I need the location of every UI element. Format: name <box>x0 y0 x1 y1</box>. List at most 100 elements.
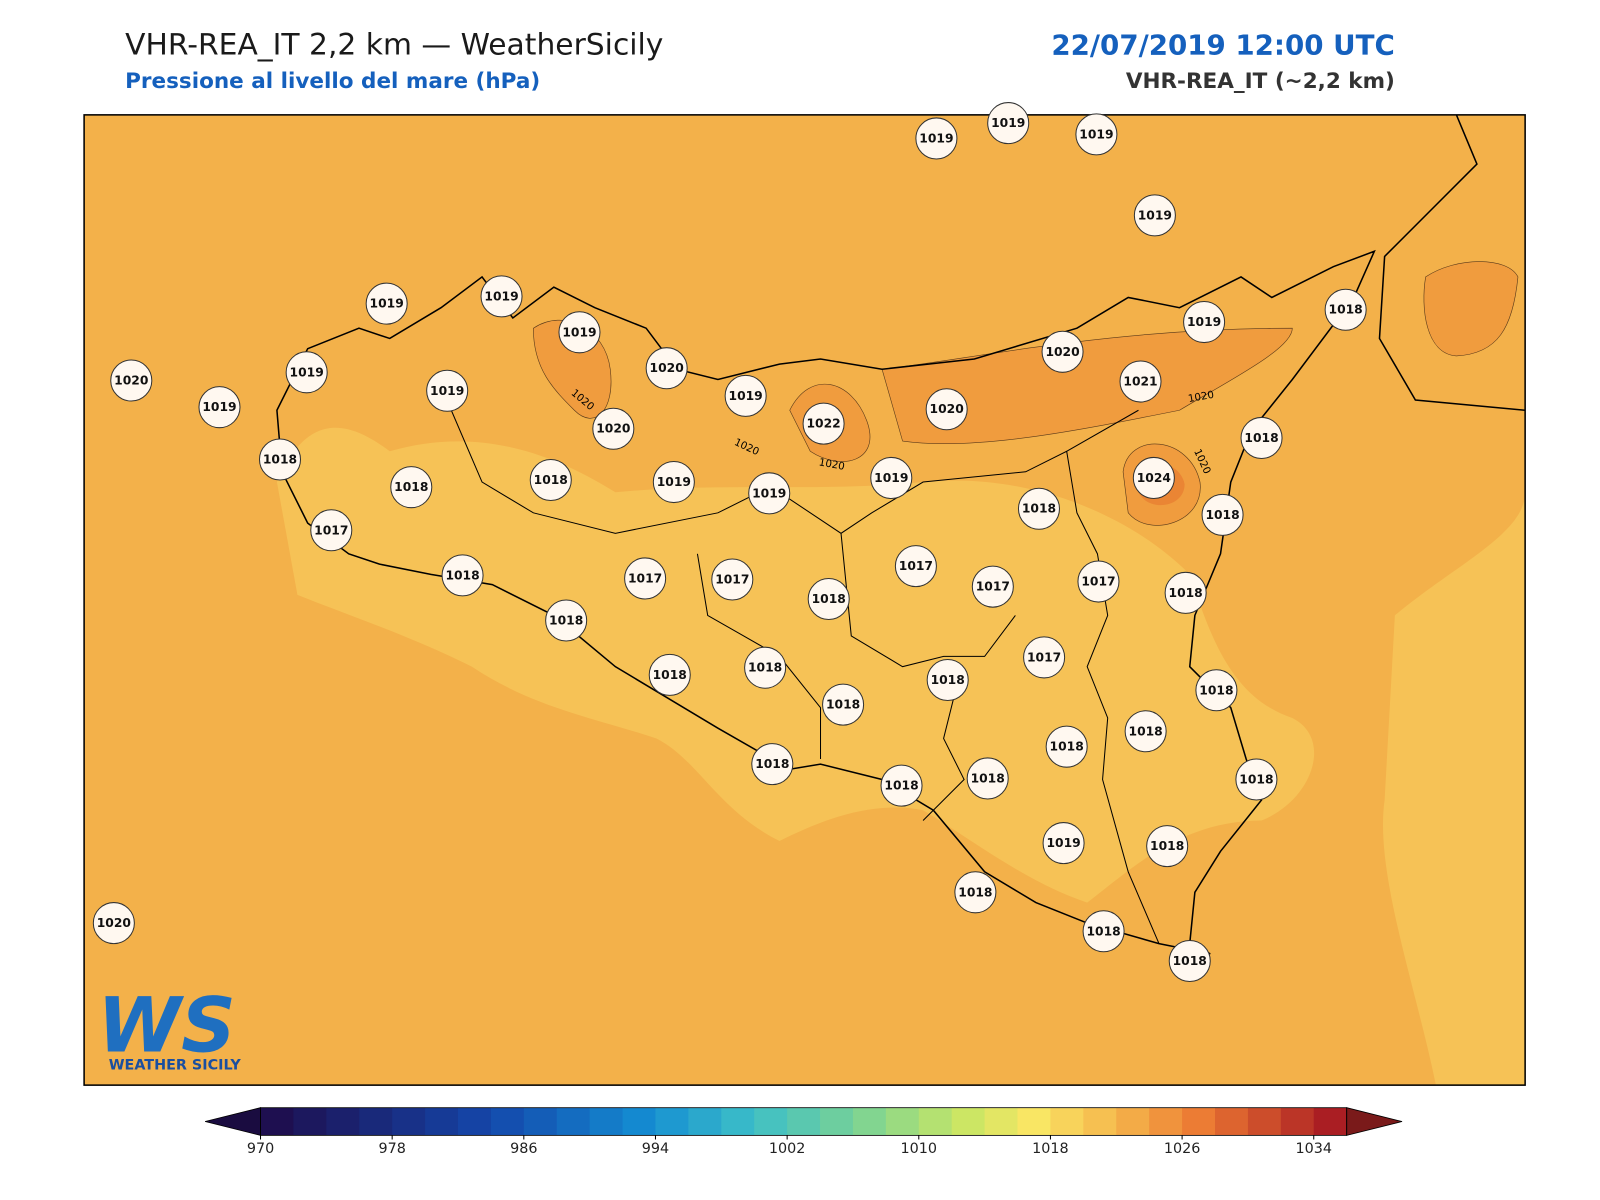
station-marker <box>1045 725 1088 768</box>
station-value: 1018 <box>1173 954 1207 968</box>
station-value: 1019 <box>1187 315 1221 329</box>
logo-mark: WS <box>97 981 235 1069</box>
station-value: 1019 <box>562 325 596 339</box>
stations: 1019 1019 1019 1019 1019 1019 1019 1020 1020 1019… <box>92 102 1367 983</box>
colorbar-bin <box>1182 1107 1216 1136</box>
station-value: 1017 <box>715 572 749 586</box>
colorbar-extend-high <box>1346 1107 1403 1136</box>
station-marker <box>310 509 353 552</box>
station-marker <box>645 347 688 390</box>
station-marker <box>971 565 1014 608</box>
logo-name: WEATHER SICILY <box>109 1058 242 1074</box>
station-value: 1018 <box>1244 431 1278 445</box>
title: VHR-REA_IT 2,2 km — WeatherSicily <box>125 27 663 62</box>
station-marker <box>915 117 958 160</box>
low-pressure-area <box>1382 492 1526 1086</box>
high-pressure-area <box>881 327 1293 445</box>
station-marker <box>711 558 754 601</box>
station-value: 1018 <box>653 668 687 682</box>
station-marker <box>529 458 572 502</box>
station-value: 1018 <box>394 480 428 494</box>
station-value: 1017 <box>899 559 933 573</box>
station-value: 1021 <box>1123 375 1157 389</box>
station-marker <box>1235 758 1278 801</box>
colorbar-bin <box>1247 1107 1282 1136</box>
colorbar-bin <box>622 1107 656 1136</box>
station-marker <box>545 599 588 642</box>
station-value: 1019 <box>1046 836 1080 850</box>
station-value: 1019 <box>370 297 404 311</box>
station-marker <box>1132 456 1175 499</box>
station-marker <box>365 282 408 325</box>
colorbar-bin <box>326 1107 360 1136</box>
station-value: 1018 <box>1129 724 1163 738</box>
station-value: 1020 <box>97 916 131 930</box>
station-value: 1020 <box>114 374 148 388</box>
colorbar-tick-label: 1018 <box>1032 1141 1069 1157</box>
station-value: 1020 <box>930 402 964 416</box>
station-marker <box>954 871 997 914</box>
station-marker <box>1324 288 1367 331</box>
colorbar-tick-label: 1010 <box>901 1141 938 1157</box>
station-marker <box>92 902 135 945</box>
colorbar-tick-label: 1034 <box>1295 1141 1332 1157</box>
station-value: 1019 <box>874 471 908 485</box>
station-value: 1019 <box>290 365 324 379</box>
station-value: 1018 <box>812 592 846 606</box>
colorbar-bin <box>1116 1107 1150 1136</box>
station-marker <box>802 402 845 445</box>
station-marker <box>1119 360 1162 403</box>
station-value: 1018 <box>931 673 965 687</box>
station-value: 1017 <box>976 580 1010 594</box>
station-value: 1019 <box>729 389 763 403</box>
colorbar-bin <box>1083 1107 1117 1136</box>
station-marker <box>285 351 328 394</box>
station-value: 1020 <box>650 361 684 375</box>
station-value: 1017 <box>1081 575 1115 589</box>
station-marker <box>441 554 484 597</box>
station-marker <box>1075 113 1118 156</box>
station-marker <box>966 757 1009 800</box>
colorbar-bin <box>721 1107 755 1136</box>
datetime: 22/07/2019 12:00 UTC <box>1051 28 1394 61</box>
station-value: 1019 <box>657 475 691 489</box>
station-marker <box>1240 416 1283 459</box>
station-marker <box>751 743 794 786</box>
station-value: 1020 <box>1045 345 1079 359</box>
station-value: 1019 <box>202 400 236 414</box>
station-value: 1024 <box>1137 471 1171 485</box>
station-marker <box>870 456 913 499</box>
colorbar-bin <box>359 1107 393 1136</box>
colorbar-tick-label: 1002 <box>769 1141 806 1157</box>
colorbar-tick-label: 1026 <box>1164 1141 1201 1157</box>
station-marker <box>1201 493 1244 536</box>
station-value: 1018 <box>1205 508 1239 522</box>
colorbar-tick-label: 986 <box>510 1141 537 1157</box>
station-value: 1020 <box>596 422 630 436</box>
station-marker <box>807 577 850 620</box>
station-marker <box>744 646 787 689</box>
station-marker <box>1133 194 1176 237</box>
station-marker <box>1124 710 1167 753</box>
colorbar-bin <box>1017 1107 1051 1136</box>
colorbar-tick-label: 970 <box>247 1141 274 1157</box>
station-value: 1018 <box>445 568 479 582</box>
station-value: 1019 <box>752 486 786 500</box>
contour-label: 1020 <box>1187 389 1215 405</box>
station-value: 1019 <box>430 384 464 398</box>
station-marker <box>198 386 241 429</box>
colorbar-bin <box>688 1107 722 1136</box>
station-marker <box>480 275 523 318</box>
station-value: 1018 <box>1199 683 1233 697</box>
colorbar-bin <box>787 1107 821 1136</box>
colorbar-bin <box>984 1107 1019 1136</box>
station-value: 1018 <box>1050 740 1084 754</box>
station-marker <box>748 472 791 515</box>
station-marker <box>426 369 469 412</box>
station-marker <box>652 461 695 504</box>
colorbar-bin <box>425 1107 459 1136</box>
station-marker <box>558 311 601 354</box>
station-value: 1018 <box>755 757 789 771</box>
station-marker <box>592 407 635 450</box>
